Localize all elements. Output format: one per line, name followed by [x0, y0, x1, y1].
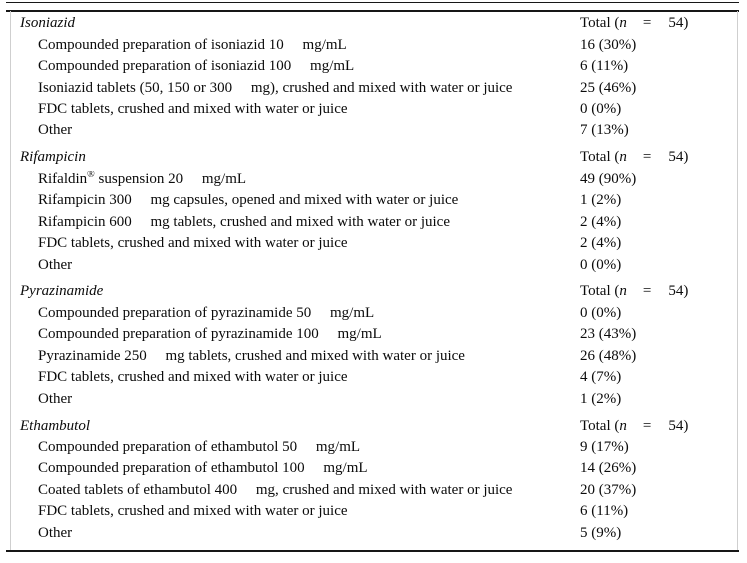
section-name: Isoniazid [20, 15, 76, 32]
table-row: FDC tablets, crushed and mixed with wate… [0, 501, 747, 522]
table-row: Coated tablets of ethambutol 400 mg, cru… [0, 480, 747, 501]
row-label: FDC tablets, crushed and mixed with wate… [38, 369, 348, 386]
row-label: Compounded preparation of ethambutol 50 … [38, 439, 361, 456]
table-row: Compounded preparation of isoniazid 100 … [0, 56, 747, 77]
total-equals: = [642, 149, 652, 166]
row-label: Isoniazid tablets (50, 150 or 300 mg), c… [38, 79, 513, 96]
row-label: Compounded preparation of pyrazinamide 5… [38, 304, 375, 321]
total-n-symbol: n [619, 283, 627, 300]
row-label: FDC tablets, crushed and mixed with wate… [38, 503, 348, 520]
row-label: Compounded preparation of isoniazid 10 m… [38, 36, 347, 53]
section-total: Total (n = 54) [580, 283, 747, 300]
section-header-row: Isoniazid Total (n = 54) [0, 13, 747, 34]
table-row: Rifampicin 600 mg tablets, crushed and m… [0, 211, 747, 232]
total-prefix: Total ( [580, 15, 620, 32]
total-value: 54) [668, 283, 689, 300]
table-row: Compounded preparation of pyrazinamide 1… [0, 324, 747, 345]
row-label: Other [38, 390, 73, 407]
row-label-text: suspension 20 mg/mL [94, 170, 247, 187]
section-total: Total (n = 54) [580, 15, 747, 32]
table-row: Other 0 (0%) [0, 254, 747, 275]
section-name: Pyrazinamide [20, 283, 104, 300]
row-value: 16 (30%) [580, 36, 637, 53]
row-label: Other [38, 524, 73, 541]
row-value: 7 (13%) [580, 122, 629, 139]
table-row: Other 1 (2%) [0, 388, 747, 409]
table-row: Compounded preparation of ethambutol 50 … [0, 437, 747, 458]
row-label: Rifampicin 300 mg capsules, opened and m… [38, 192, 459, 209]
total-prefix: Total ( [580, 149, 620, 166]
table-right-border [737, 11, 738, 551]
total-value: 54) [668, 417, 689, 434]
table-row: FDC tablets, crushed and mixed with wate… [0, 367, 747, 388]
row-label: FDC tablets, crushed and mixed with wate… [38, 100, 348, 117]
table-top-rule-inner [6, 10, 739, 12]
total-equals: = [642, 417, 652, 434]
row-value: 4 (7%) [580, 369, 622, 386]
table-row: Pyrazinamide 250 mg tablets, crushed and… [0, 346, 747, 367]
table-row: Compounded preparation of isoniazid 10 m… [0, 34, 747, 55]
row-value: 26 (48%) [580, 347, 637, 364]
section-total: Total (n = 54) [580, 149, 747, 166]
row-label: Pyrazinamide 250 mg tablets, crushed and… [38, 347, 465, 364]
total-prefix: Total ( [580, 283, 620, 300]
row-value: 2 (4%) [580, 213, 622, 230]
registered-trademark-symbol: ® [87, 170, 95, 180]
row-value: 1 (2%) [580, 390, 622, 407]
total-n-symbol: n [619, 15, 627, 32]
total-value: 54) [668, 149, 689, 166]
row-label-text: Rifaldin [38, 170, 88, 187]
row-value: 23 (43%) [580, 326, 637, 343]
row-label: Compounded preparation of pyrazinamide 1… [38, 326, 382, 343]
total-n-symbol: n [619, 149, 627, 166]
section-name: Ethambutol [20, 417, 90, 434]
row-value: 0 (0%) [580, 256, 622, 273]
total-equals: = [642, 283, 652, 300]
row-value: 14 (26%) [580, 460, 637, 477]
section-header-row: Ethambutol Total (n = 54) [0, 415, 747, 436]
row-value: 6 (11%) [580, 58, 629, 75]
row-label: FDC tablets, crushed and mixed with wate… [38, 235, 348, 252]
table-body: Isoniazid Total (n = 54) Compounded prepar… [0, 11, 747, 544]
row-label: Rifaldin® suspension 20 mg/mL [0, 171, 580, 188]
table-row: FDC tablets, crushed and mixed with wate… [0, 233, 747, 254]
total-n-symbol: n [619, 417, 627, 434]
total-value: 54) [668, 15, 689, 32]
row-value: 9 (17%) [580, 439, 629, 456]
table-bottom-rule [6, 550, 739, 552]
table-left-border [10, 11, 11, 551]
row-value: 0 (0%) [580, 304, 622, 321]
row-label: Compounded preparation of isoniazid 100 … [38, 58, 355, 75]
section-header-row: Pyrazinamide Total (n = 54) [0, 281, 747, 302]
row-value: 1 (2%) [580, 192, 622, 209]
row-label: Compounded preparation of ethambutol 100… [38, 460, 368, 477]
table-row: Rifaldin® suspension 20 mg/mL 49 (90%) [0, 169, 747, 190]
table-row: Rifampicin 300 mg capsules, opened and m… [0, 190, 747, 211]
row-label: Other [38, 122, 73, 139]
total-equals: = [642, 15, 652, 32]
table-row: Compounded preparation of ethambutol 100… [0, 458, 747, 479]
section-name: Rifampicin [20, 149, 86, 166]
row-value: 2 (4%) [580, 235, 622, 252]
section-header-row: Rifampicin Total (n = 54) [0, 147, 747, 168]
table-row: Compounded preparation of pyrazinamide 5… [0, 303, 747, 324]
row-value: 5 (9%) [580, 524, 622, 541]
row-value: 25 (46%) [580, 79, 637, 96]
row-label: Other [38, 256, 73, 273]
row-value: 0 (0%) [580, 100, 622, 117]
row-value: 20 (37%) [580, 481, 637, 498]
total-prefix: Total ( [580, 417, 620, 434]
row-value: 49 (90%) [580, 170, 637, 187]
table-row: Isoniazid tablets (50, 150 or 300 mg), c… [0, 77, 747, 98]
row-label: Rifampicin 600 mg tablets, crushed and m… [38, 213, 450, 230]
table-row: FDC tablets, crushed and mixed with wate… [0, 99, 747, 120]
section-total: Total (n = 54) [580, 418, 747, 435]
table-row: Other 7 (13%) [0, 120, 747, 141]
row-value: 6 (11%) [580, 503, 629, 520]
row-label: Coated tablets of ethambutol 400 mg, cru… [38, 481, 513, 498]
table-row: Other 5 (9%) [0, 523, 747, 544]
table-top-rule-outer [6, 2, 739, 3]
